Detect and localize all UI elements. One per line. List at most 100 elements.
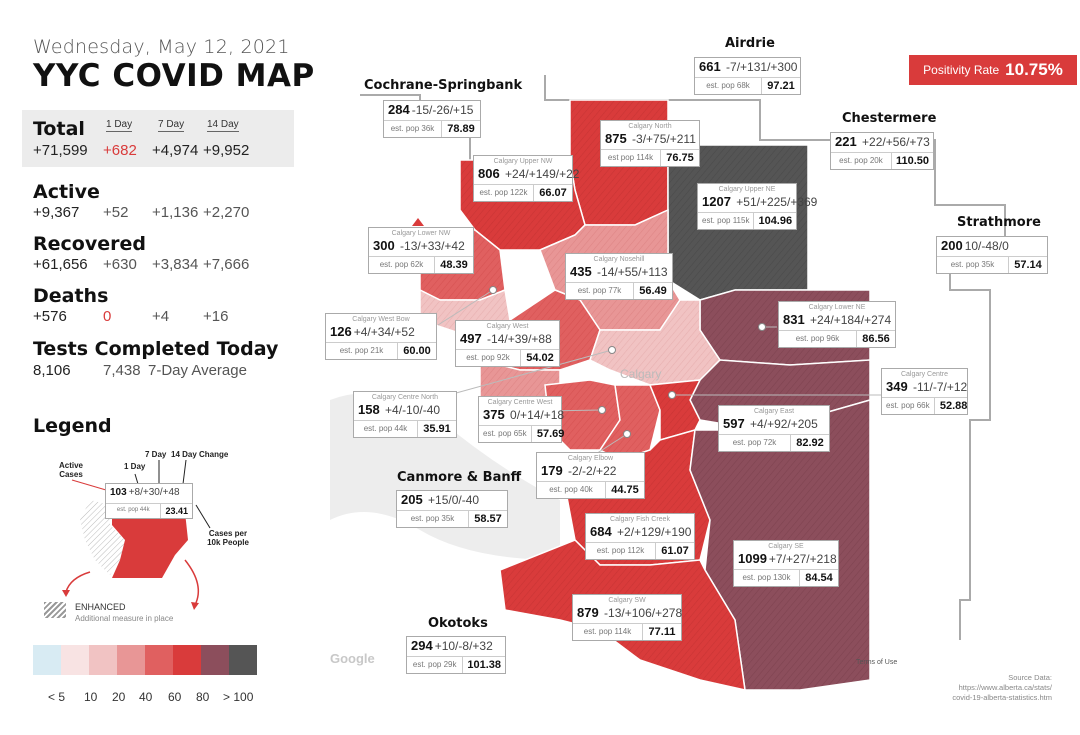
map-google-logo: Google — [330, 651, 375, 666]
card-cochrane: 284 -15/-26/+15 est. pop 36k 78.89 — [383, 100, 481, 138]
card-canmore-cases: 205 — [401, 492, 423, 507]
scale-swatch-7 — [229, 645, 257, 675]
scale-swatch-3 — [117, 645, 145, 675]
scale-swatch-5 — [173, 645, 201, 675]
card-west-bow-rate: 60.00 — [403, 345, 431, 357]
recovered-label: Recovered — [33, 233, 146, 255]
card-lower-nw-name: Calgary Lower NW — [391, 230, 451, 237]
active-1day: +52 — [103, 204, 129, 221]
card-canmore-pop: est. pop 35k — [397, 511, 469, 527]
card-strathmore: 200 10/-48/0 est. pop 35k 57.14 — [936, 236, 1048, 274]
card-centre-west-cases: 375 — [483, 407, 505, 422]
card-west-rate: 54.02 — [526, 352, 554, 364]
source-url-1[interactable]: https://www.alberta.ca/stats/ — [958, 682, 1052, 692]
positivity-label: Positivity Rate — [923, 63, 1000, 77]
card-north-rate: 76.75 — [666, 152, 694, 164]
card-elbow-changes: -2/-2/+22 — [568, 464, 617, 478]
scale-label-1: 10 — [84, 690, 98, 704]
card-north-pop: est pop 114k — [601, 150, 661, 166]
card-se-cases: 1099 — [738, 551, 767, 566]
deaths-label: Deaths — [33, 285, 109, 307]
card-canmore-rate: 58.57 — [474, 513, 502, 525]
card-airdrie-changes: -7/+131/+300 — [726, 60, 798, 74]
card-nosehill-name: Calgary Nosehill — [593, 256, 645, 263]
scale-label-4: 60 — [168, 690, 182, 704]
report-date: Wednesday, May 12, 2021 — [33, 36, 290, 58]
card-cochrane-changes: -15/-26/+15 — [411, 103, 474, 117]
card-chestermere-pop: est. pop 20k — [831, 153, 892, 169]
card-centre-north-changes: +4/-10/-40 — [385, 403, 441, 417]
card-centre-name: Calgary Centre — [900, 371, 949, 378]
col-head-7day: 7 Day — [158, 119, 185, 132]
card-west-name: Calgary West — [486, 323, 529, 330]
card-calgary-centre-north: Calgary Centre North 158 +4/-10/-40 est.… — [353, 391, 457, 438]
total-value: +71,599 — [33, 142, 88, 159]
legend-per10k-label: Cases per 10k People — [207, 529, 249, 547]
card-sw-name: Calgary SW — [608, 597, 646, 604]
card-okotoks-pop: est. pop 29k — [407, 657, 464, 673]
card-sw-rate: 77.11 — [648, 626, 676, 638]
scale-label-2: 20 — [112, 690, 126, 704]
card-okotoks: 294 +10/-8/+32 est. pop 29k 101.38 — [406, 636, 506, 674]
area-title-canmore: Canmore & Banff — [397, 470, 522, 485]
tests-label: Tests Completed Today — [33, 338, 279, 360]
card-calgary-upper-nw: Calgary Upper NW 806 +24/+149/+22 est. p… — [473, 155, 579, 202]
card-fish-creek-rate: 61.07 — [661, 545, 689, 557]
legend-example-rate: 23.41 — [165, 506, 188, 516]
card-elbow-pop: est. pop 40k — [537, 482, 606, 498]
card-fish-creek-pop: est. pop 112k — [586, 543, 656, 559]
tests-average: 7,438 — [103, 362, 141, 379]
card-strathmore-pop: est. pop 35k — [937, 257, 1009, 273]
active-14day: +2,270 — [203, 204, 250, 221]
card-centre-west-name: Calgary Centre West — [487, 399, 553, 406]
legend-example-card: 103 +8/+30/+48 est. pop 44k 23.41 — [105, 483, 193, 519]
card-cochrane-rate: 78.89 — [447, 123, 475, 135]
card-calgary-north: Calgary North 875 -3/+75/+211 est pop 11… — [600, 120, 700, 167]
legend-example-pop: est. pop 44k — [106, 504, 162, 518]
card-west-cases: 497 — [460, 331, 482, 346]
source-label: Source Data: — [1008, 673, 1052, 682]
legend-7day-label: 7 Day — [145, 450, 167, 459]
card-se-name: Calgary SE — [768, 543, 804, 550]
tests-average-label: 7-Day Average — [148, 362, 247, 379]
recovered-7day: +3,834 — [152, 256, 199, 273]
card-nosehill-rate: 56.49 — [639, 285, 667, 297]
card-sw-cases: 879 — [577, 605, 599, 620]
total-row-background — [22, 110, 294, 167]
card-se-pop: est. pop 130k — [734, 570, 800, 586]
card-centre-rate: 52.88 — [939, 400, 968, 412]
card-centre-cases: 349 — [886, 379, 908, 394]
card-upper-ne-rate: 104.96 — [758, 215, 793, 227]
card-canmore: 205 +15/0/-40 est. pop 35k 58.57 — [396, 490, 508, 528]
source-url-2[interactable]: covid-19-alberta-statistics.htm — [952, 692, 1052, 702]
card-elbow-name: Calgary Elbow — [567, 455, 614, 462]
tests-value: 8,106 — [33, 362, 71, 379]
card-cochrane-pop: est. pop 36k — [384, 121, 442, 137]
map-terms-link[interactable]: Terms of Use — [856, 659, 898, 666]
deaths-7day: +4 — [152, 308, 170, 325]
card-chestermere-cases: 221 — [835, 134, 857, 149]
card-lower-nw-changes: -13/+33/+42 — [400, 239, 465, 253]
scale-swatch-0 — [33, 645, 61, 675]
card-east-name: Calgary East — [753, 408, 795, 415]
card-lower-ne-name: Calgary Lower NE — [808, 304, 866, 311]
recovered-14day: +7,666 — [203, 256, 250, 273]
positivity-value: 10.75% — [1005, 60, 1063, 79]
total-label: Total — [33, 118, 85, 140]
positivity-rate-badge: Positivity Rate 10.75% — [909, 55, 1077, 85]
card-calgary-upper-ne: Calgary Upper NE 1207 +51/+225/+369 est.… — [697, 183, 817, 230]
deaths-1day: 0 — [103, 308, 112, 325]
card-calgary-elbow: Calgary Elbow 179 -2/-2/+22 est. pop 40k… — [536, 452, 645, 499]
card-se-changes: +7/+27/+218 — [768, 552, 837, 566]
legend-1day-label: 1 Day — [124, 462, 146, 471]
card-north-name: Calgary North — [628, 123, 672, 130]
legend-title: Legend — [33, 415, 112, 437]
card-canmore-changes: +15/0/-40 — [428, 493, 480, 507]
card-north-cases: 875 — [605, 131, 627, 146]
card-centre-changes: -11/-7/+12 — [913, 380, 968, 394]
legend-active-label: Active Cases — [58, 461, 83, 479]
source-data: Source Data: https://www.alberta.ca/stat… — [940, 673, 1052, 702]
card-east-pop: est. pop 72k — [719, 435, 791, 451]
scale-label-5: 80 — [196, 690, 210, 704]
card-calgary-centre: Calgary Centre 349 -11/-7/+12 est. pop 6… — [881, 368, 968, 415]
